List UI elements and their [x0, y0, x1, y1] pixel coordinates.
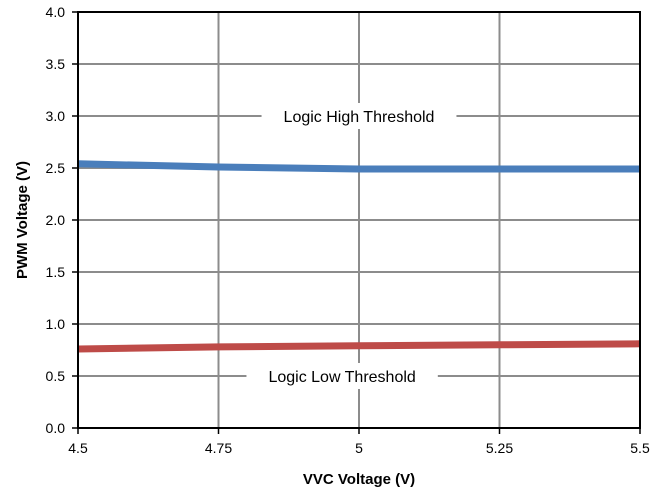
series-lines	[77, 160, 641, 353]
annotations: Logic High Threshold Logic Low Threshold	[246, 103, 457, 389]
y-axis-title: PWM Voltage (V)	[14, 161, 31, 279]
x-tick-label: 5.25	[486, 440, 513, 456]
annotation-label: Logic High Threshold	[284, 109, 435, 126]
annotation-background	[261, 103, 457, 129]
x-tick-label: 4.75	[205, 440, 232, 456]
y-tick-label: 0.5	[46, 368, 66, 384]
y-tick-label: 4.0	[46, 4, 66, 20]
series-line-1	[77, 160, 640, 173]
y-tick-label: 2.0	[46, 212, 66, 228]
series-line-2	[77, 340, 641, 353]
x-axis-title: VVC Voltage (V)	[303, 471, 415, 488]
y-tick-label: 0.0	[46, 420, 66, 436]
annotation-label: Logic Low Threshold	[268, 369, 415, 386]
annotation-background	[246, 363, 438, 389]
y-tick-label: 3.0	[46, 108, 66, 124]
y-tick-label: 2.5	[46, 160, 66, 176]
tick-labels: 0.0 0.5 1.0 1.5 2.0 2.5 3.0 3.5 4.0 4.5 4.75 5 5.25 5…	[46, 4, 650, 456]
y-tick-label: 1.0	[46, 316, 66, 332]
y-tick-label: 3.5	[46, 56, 66, 72]
x-tick-label: 4.5	[68, 440, 88, 456]
x-tick-label: 5.5	[630, 440, 650, 456]
x-tick-label: 5	[355, 440, 363, 456]
y-tick-label: 1.5	[46, 264, 66, 280]
